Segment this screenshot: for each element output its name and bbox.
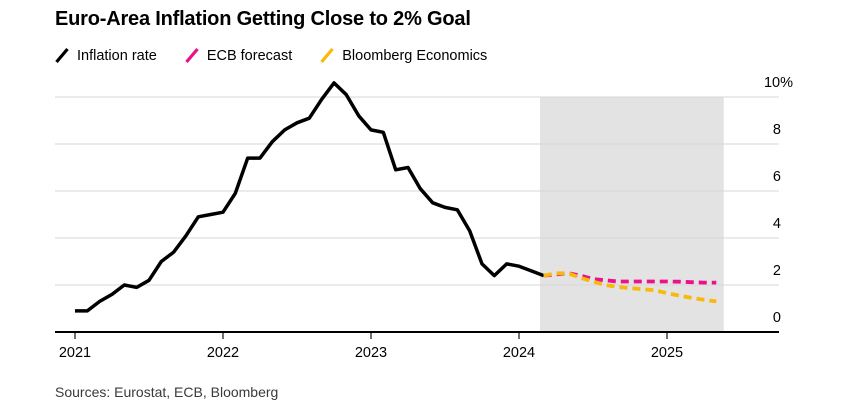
x-tick-label: 2025 — [651, 345, 683, 361]
legend-slash-icon — [55, 47, 69, 64]
sources-note: Sources: Eurostat, ECB, Bloomberg — [55, 384, 279, 400]
y-tick-label: 8 — [773, 122, 781, 138]
legend-label: Bloomberg Economics — [342, 47, 488, 64]
series-line-bloomberg-economics — [543, 271, 717, 304]
x-tick-label: 2024 — [503, 345, 535, 361]
chart-legend: Inflation rate ECB forecast Bloomberg Econ… — [54, 47, 487, 64]
legend-slash-icon — [320, 47, 334, 64]
y-tick-label: 6 — [773, 169, 781, 185]
y-tick-label: 10% — [764, 75, 793, 91]
chart-title: Euro-Area Inflation Getting Close to 2% … — [55, 8, 471, 30]
forecast-band — [539, 97, 724, 332]
legend-label: ECB forecast — [206, 47, 293, 64]
x-tick-label: 2022 — [207, 345, 239, 361]
legend-item: Bloomberg Economics — [319, 47, 487, 64]
series-line-inflation-rate — [75, 81, 545, 313]
legend-item: ECB forecast — [184, 47, 292, 64]
legend-item: Inflation rate — [54, 47, 157, 64]
y-tick-label: 2 — [773, 263, 781, 279]
legend-label: Inflation rate — [77, 47, 157, 64]
legend-slash-icon — [185, 47, 199, 64]
y-tick-label: 4 — [773, 216, 781, 232]
x-tick-label: 2023 — [355, 345, 387, 361]
y-tick-label: 0 — [773, 310, 781, 326]
x-tick-label: 2021 — [59, 345, 91, 361]
